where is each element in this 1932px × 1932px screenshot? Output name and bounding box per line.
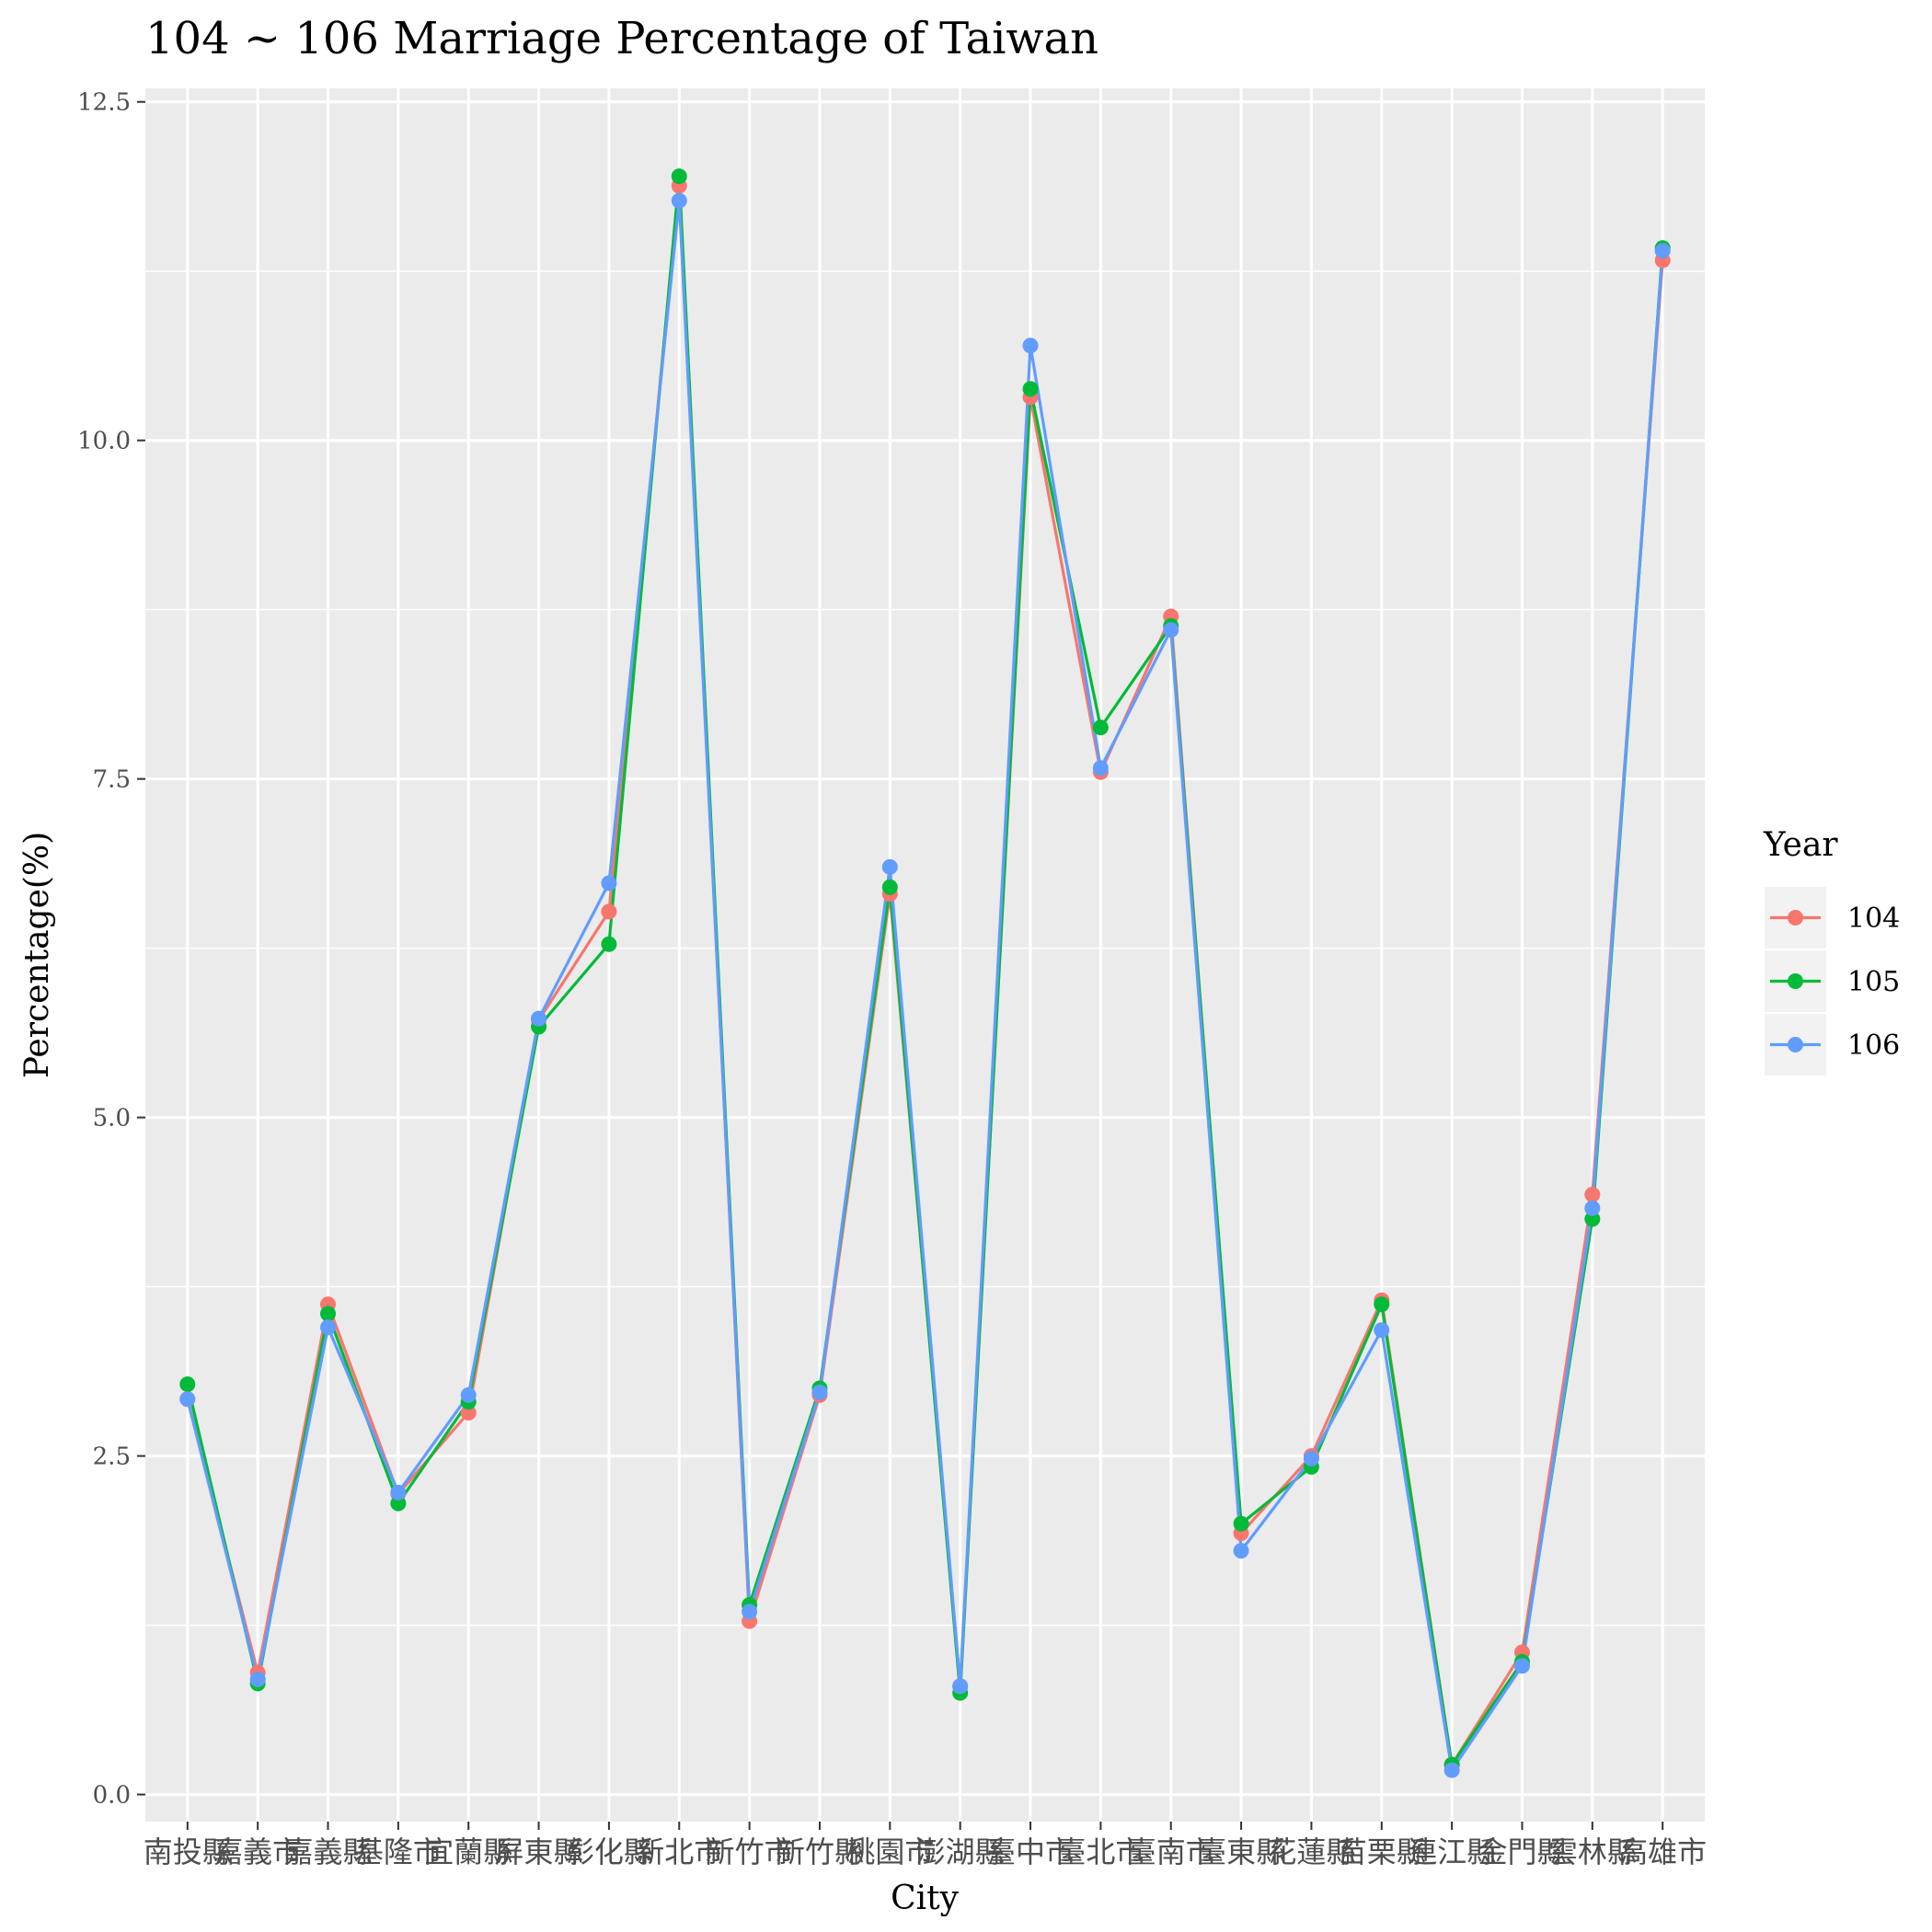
data-point-105 [601,936,617,952]
x-tick-label: 臺中市 [986,1834,1075,1869]
x-tick-label: 雲林縣 [1548,1834,1637,1869]
data-point-106 [881,858,898,875]
data-point-105 [179,1376,196,1393]
legend-title: Year [1763,826,1838,864]
series-points [179,168,1671,1778]
x-tick-label: 連江縣 [1408,1834,1496,1869]
y-tick-label: 5.0 [93,1105,131,1133]
data-point-105 [320,1305,337,1322]
data-point-105 [671,168,687,185]
data-point-106 [1654,243,1671,259]
x-tick-label: 苗栗縣 [1338,1834,1426,1869]
minor-gridlines [145,270,1705,1627]
data-point-106 [1443,1762,1460,1778]
series-lines [186,175,1664,1772]
data-point-106 [742,1604,758,1620]
legend-label: 106 [1847,1029,1900,1062]
data-point-104 [1584,1187,1601,1203]
legend-item-106: 106 [1763,1012,1900,1077]
data-point-106 [1584,1200,1601,1216]
x-tick-label: 宜蘭縣 [424,1834,512,1869]
legend-label: 105 [1847,966,1900,998]
data-point-105 [1092,719,1109,736]
legend-label: 104 [1847,903,1900,935]
legend-key-point [1788,973,1803,989]
data-point-106 [249,1671,266,1687]
x-tick-label: 金門縣 [1478,1834,1566,1869]
data-point-106 [601,875,617,891]
x-tick-label: 桃園市 [845,1834,934,1869]
x-tick-label: 臺北市 [1056,1834,1144,1869]
data-point-105 [1374,1296,1390,1313]
y-axis: 0.0 2.5 5.0 7.5 10.0 12.5 [77,89,145,1810]
x-tick-label: 澎湖縣 [916,1834,1005,1869]
x-tick-label: 臺南市 [1127,1834,1215,1869]
y-tick-label: 2.5 [93,1443,131,1471]
chart-title: 104 ~ 106 Marriage Percentage of Taiwan [145,13,1098,64]
x-tick-label: 花蓮縣 [1267,1834,1355,1869]
legend-item-104: 104 [1763,885,1900,950]
data-point-106 [1092,760,1109,776]
data-point-105 [390,1495,407,1512]
y-axis-title: Percentage(%) [18,832,56,1078]
x-tick-label: 高雄市 [1618,1834,1707,1869]
y-tick-label: 0.0 [93,1782,131,1810]
x-tick-label: 新竹縣 [776,1834,864,1869]
data-point-106 [460,1386,477,1403]
y-tick-label: 10.0 [77,428,131,455]
data-point-106 [1513,1658,1530,1674]
data-point-106 [671,192,687,209]
data-point-104 [601,903,617,920]
y-tick-label: 12.5 [77,89,131,117]
y-tick-label: 7.5 [93,766,131,794]
data-point-106 [952,1678,969,1695]
legend-key-point [1788,1037,1803,1052]
data-point-105 [881,879,898,895]
data-point-106 [811,1384,828,1400]
x-tick-label: 屏東縣 [495,1834,583,1869]
plot-panel [145,88,1705,1822]
x-tick-label: 新竹市 [706,1834,794,1869]
data-point-106 [1303,1451,1319,1467]
x-tick-label: 新北市 [635,1834,723,1869]
data-point-105 [1584,1211,1601,1227]
data-point-106 [320,1319,337,1336]
x-tick-label: 嘉義縣 [284,1834,373,1869]
data-point-106 [1022,338,1039,354]
legend-item-105: 105 [1763,949,1900,1014]
x-tick-label: 臺東縣 [1197,1834,1285,1869]
x-axis: 南投縣嘉義市嘉義縣基隆市宜蘭縣屏東縣彰化縣新北市新竹市新竹縣桃園市澎湖縣臺中市臺… [144,1822,1707,1869]
x-tick-label: 彰化縣 [565,1834,653,1869]
data-point-104 [460,1404,477,1420]
x-axis-title: City [891,1880,960,1917]
x-tick-label: 基隆市 [354,1834,443,1869]
legend-key-point [1788,910,1803,926]
data-point-106 [179,1391,196,1408]
data-point-105 [1233,1515,1249,1532]
data-point-106 [1233,1543,1249,1559]
data-point-106 [390,1484,407,1501]
data-point-105 [1022,381,1039,397]
series-line-106 [186,199,1664,1772]
legend: Year 104 105 106 [1763,826,1900,1077]
data-point-106 [1374,1322,1390,1339]
x-tick-label: 嘉義市 [213,1834,302,1869]
data-point-106 [1163,622,1179,638]
x-tick-label: 南投縣 [144,1834,232,1869]
major-gridlines [145,88,1705,1822]
data-point-106 [531,1010,547,1027]
